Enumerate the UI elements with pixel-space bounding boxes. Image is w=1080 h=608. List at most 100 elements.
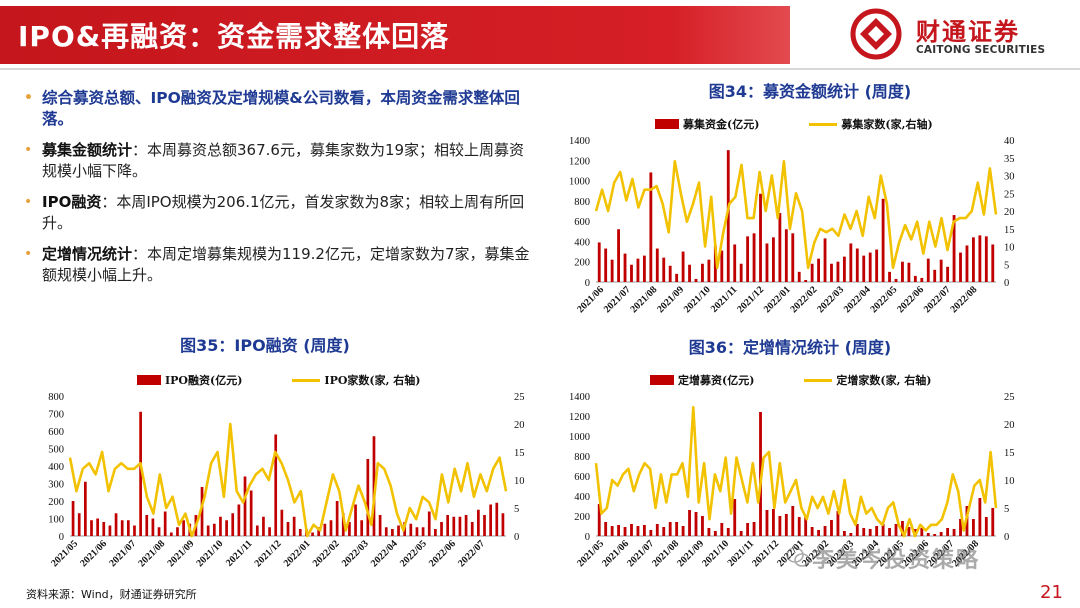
- bar: [311, 532, 314, 536]
- bar: [470, 522, 474, 536]
- bar: [151, 518, 155, 536]
- bar: [778, 213, 782, 282]
- fig35-legend: IPO融资(亿元) IPO家数(家, 右轴): [137, 372, 421, 388]
- bar: [939, 259, 943, 282]
- bar: [335, 501, 339, 536]
- bar: [862, 528, 866, 536]
- x-tick-label: 2021/06: [78, 538, 109, 569]
- bar: [219, 516, 222, 536]
- x-tick-label: 2021/12: [253, 538, 284, 569]
- y-right-tick-label: 5: [1004, 504, 1009, 515]
- wechat-icon: [786, 547, 810, 567]
- y-right-tick-label: 15: [1004, 448, 1015, 459]
- bar: [434, 529, 437, 536]
- bar: [830, 263, 833, 282]
- bar: [810, 263, 814, 282]
- x-tick-label: 2021/09: [655, 284, 686, 315]
- bar: [617, 229, 620, 282]
- y-left-tick-label: 800: [574, 452, 590, 463]
- bar: [642, 525, 646, 536]
- legend-line-swatch: [804, 378, 833, 382]
- bar: [746, 523, 750, 536]
- y-left-tick-label: 0: [59, 532, 64, 543]
- bullet-summary: • 综合募资总额、IPO融资及定增规模&公司数看，本周资金需求整体回落。: [22, 88, 532, 130]
- bar: [868, 529, 872, 536]
- bar: [772, 509, 775, 536]
- bar: [397, 525, 400, 536]
- bar: [384, 527, 388, 536]
- bar: [694, 278, 698, 282]
- y-left-tick-label: 1000: [569, 177, 590, 188]
- fig34-svg: 0 200 400 600 800 1000 1200 1400 0 5 10 15 20 25 30 35 4…: [569, 136, 1015, 315]
- bar: [649, 530, 653, 536]
- bar: [888, 528, 891, 536]
- x-tick-label: 2021/07: [625, 538, 656, 569]
- bullet-text: ：本周定增募集规模为119.2亿元，定增家数为7家，募集金额规模小幅上升。: [42, 245, 530, 284]
- bar: [681, 251, 685, 282]
- bar: [830, 520, 833, 536]
- bar: [286, 522, 290, 536]
- legend-bar-swatch: [650, 375, 674, 385]
- bar: [102, 522, 106, 536]
- y-left-tick-label: 400: [48, 462, 64, 473]
- bar: [280, 509, 284, 536]
- y-left-tick-label: 500: [48, 445, 64, 456]
- bar: [984, 236, 988, 282]
- bullet-dot-icon: •: [24, 194, 33, 210]
- fig35-title: 图35：IPO融资 (周度): [180, 336, 350, 355]
- x-tick-label: 2022/03: [815, 284, 846, 315]
- bar: [823, 238, 827, 282]
- y-left-tick-label: 1000: [569, 432, 590, 443]
- bar: [145, 515, 149, 536]
- y-right-tick-label: 5: [1004, 260, 1009, 271]
- y-right-tick-label: 25: [514, 392, 525, 403]
- x-tick-label: 2021/09: [675, 538, 706, 569]
- bar: [875, 249, 879, 282]
- bar: [378, 515, 382, 536]
- bar: [791, 506, 795, 536]
- legend-bar-swatch: [137, 375, 161, 385]
- bar: [477, 509, 480, 536]
- bar: [255, 525, 259, 536]
- bar: [946, 528, 950, 536]
- bar: [836, 261, 840, 282]
- bar: [842, 256, 846, 282]
- bar: [642, 255, 646, 282]
- y-left-tick-label: 0: [585, 278, 590, 289]
- bar: [249, 490, 253, 536]
- bar: [817, 258, 820, 282]
- bar: [959, 519, 962, 536]
- bar: [926, 258, 930, 282]
- legend-line-swatch: [809, 122, 838, 126]
- series-line: [68, 422, 508, 538]
- page-number: 21: [1040, 582, 1063, 603]
- bar: [726, 150, 730, 282]
- y-left-tick-label: 300: [48, 480, 64, 491]
- bar: [901, 521, 904, 536]
- bar: [888, 271, 891, 282]
- x-tick-label: 2021/10: [700, 538, 731, 569]
- x-tick-label: 2021/06: [575, 284, 606, 315]
- x-tick-label: 2021/07: [602, 284, 633, 315]
- bar: [610, 259, 614, 282]
- legend-bar-label: IPO融资(亿元): [165, 374, 243, 387]
- x-tick-label: 2021/06: [600, 538, 631, 569]
- bar: [784, 229, 788, 282]
- y-left-tick-label: 200: [574, 512, 590, 523]
- bar: [894, 524, 898, 536]
- bar: [810, 527, 814, 536]
- bar: [200, 487, 204, 536]
- bar: [965, 245, 969, 282]
- bar: [415, 527, 419, 536]
- y-left-tick-label: 1200: [569, 156, 590, 167]
- bar: [849, 533, 853, 536]
- bar: [739, 531, 743, 536]
- bar: [268, 527, 271, 536]
- bar: [237, 504, 241, 536]
- bar: [978, 235, 982, 282]
- bar: [855, 524, 859, 536]
- legend-line-label: 定增家数(家, 右轴): [836, 374, 932, 387]
- y-left-tick-label: 200: [574, 258, 590, 269]
- x-tick-label: 2021/10: [194, 538, 225, 569]
- bar: [836, 511, 840, 536]
